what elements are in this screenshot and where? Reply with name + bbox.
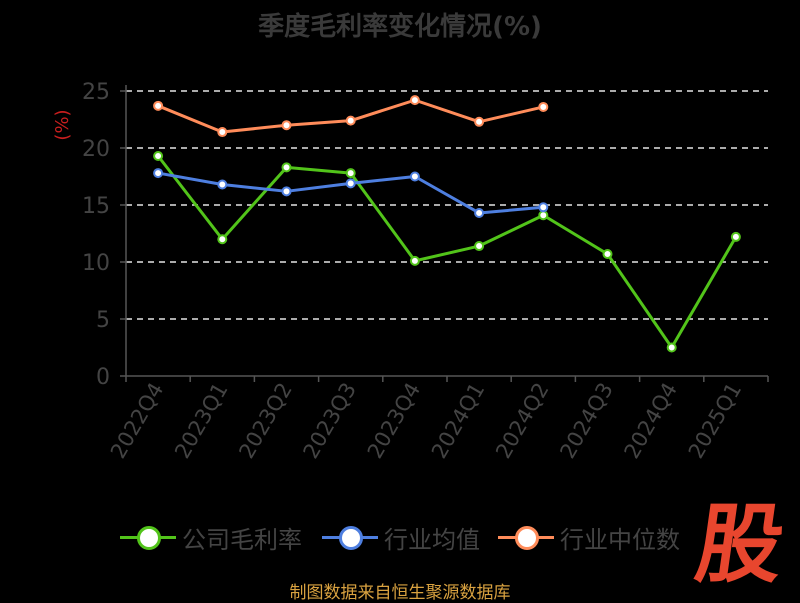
legend-item[interactable]: 行业均值 (322, 520, 480, 554)
y-tick-label: 20 (82, 137, 110, 162)
data-point (281, 162, 292, 173)
y-tick-label: 25 (82, 80, 110, 105)
data-point (474, 207, 485, 218)
legend-label: 公司毛利率 (182, 525, 302, 554)
data-point (409, 171, 420, 182)
data-point (409, 255, 420, 266)
series-1 (153, 168, 549, 218)
series-0 (153, 150, 741, 353)
data-point (730, 231, 741, 242)
x-tick-label: 2024Q3 (555, 379, 617, 463)
source-note: 制图数据来自恒生聚源数据库 (289, 583, 511, 603)
data-point (153, 150, 164, 161)
legend: 公司毛利率 行业均值 行业中位数 (0, 520, 800, 554)
data-point (217, 234, 228, 245)
data-point (345, 178, 356, 189)
legend-swatch-icon (322, 520, 378, 554)
x-tick-label: 2024Q1 (427, 378, 489, 462)
data-point (345, 168, 356, 179)
data-point (538, 210, 549, 221)
series-2 (153, 95, 549, 138)
legend-label: 行业中位数 (560, 525, 680, 554)
data-point (217, 127, 228, 138)
x-tick-label: 2024Q4 (620, 379, 682, 463)
data-point (666, 342, 677, 353)
data-point (281, 186, 292, 197)
y-tick-label: 10 (82, 251, 110, 276)
chart-title: 季度毛利率变化情况(%) (258, 12, 542, 42)
data-point (538, 202, 549, 213)
data-point (217, 179, 228, 190)
data-point (345, 115, 356, 126)
data-point (281, 120, 292, 131)
series-group (153, 95, 741, 353)
legend-swatch-icon (120, 520, 176, 554)
data-point (153, 168, 164, 179)
x-tick-label: 2023Q3 (299, 379, 361, 463)
data-point (474, 241, 485, 252)
stock-logo: 股 (689, 495, 791, 595)
x-tick-label: 2024Q2 (491, 379, 553, 463)
data-point (153, 100, 164, 111)
series-line (156, 155, 738, 349)
x-tick-label: 2023Q2 (234, 379, 296, 463)
y-tick-label: 0 (96, 365, 110, 390)
grid-lines (126, 90, 768, 320)
x-tick-label: 2023Q1 (170, 379, 232, 463)
x-tick-label: 2025Q1 (684, 379, 746, 463)
y-tick-label: 5 (96, 308, 110, 333)
data-point (474, 116, 485, 127)
y-tick-label: 15 (82, 194, 110, 219)
y-axis-label: (%) (52, 109, 73, 140)
data-point (538, 101, 549, 112)
x-tick-label: 2022Q4 (106, 379, 168, 463)
x-tick-label: 2023Q4 (363, 379, 425, 463)
legend-swatch-icon (498, 520, 554, 554)
axes: 0 5 10 15 20 25 2022Q4 2023Q1 2023Q2 2023Q3 2023Q4… (82, 80, 769, 463)
legend-item[interactable]: 行业中位数 (498, 520, 680, 554)
data-point (409, 95, 420, 106)
legend-item[interactable]: 公司毛利率 (120, 520, 302, 554)
data-point (602, 249, 613, 260)
legend-label: 行业均值 (384, 525, 480, 554)
